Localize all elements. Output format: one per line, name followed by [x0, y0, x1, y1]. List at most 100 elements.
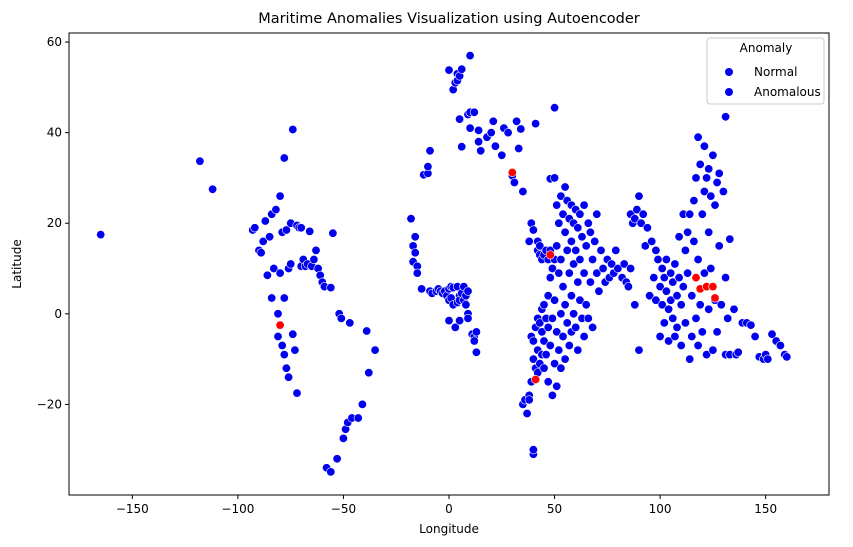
normal-point	[573, 345, 583, 355]
normal-point	[575, 209, 585, 219]
legend: Anomaly Normal Anomalous	[706, 37, 825, 105]
normal-point	[583, 313, 593, 323]
legend-marker-normal	[725, 68, 733, 76]
normal-point	[545, 340, 555, 350]
normal-point	[697, 327, 707, 337]
y-tick-label: 0	[54, 307, 62, 321]
normal-point	[455, 316, 465, 326]
normal-point	[655, 331, 665, 341]
normal-point	[290, 345, 300, 355]
normal-point	[474, 125, 484, 135]
normal-point	[661, 286, 671, 296]
normal-point	[598, 263, 608, 273]
normal-point	[539, 363, 549, 373]
normal-point	[336, 313, 346, 323]
normal-point	[474, 137, 484, 147]
normal-point	[664, 304, 674, 314]
normal-point	[412, 268, 422, 278]
normal-point	[695, 159, 705, 169]
normal-point	[292, 388, 302, 398]
y-axis: −20 0 20 40 60	[37, 35, 69, 411]
normal-point	[560, 300, 570, 310]
anomalous-point	[507, 168, 517, 178]
normal-point	[471, 347, 481, 357]
normal-point	[687, 331, 697, 341]
normal-point	[579, 200, 589, 210]
normal-point	[423, 162, 433, 172]
normal-point	[541, 350, 551, 360]
normal-point	[630, 214, 640, 224]
normal-point	[260, 216, 270, 226]
normal-point	[524, 236, 534, 246]
normal-point	[528, 445, 538, 455]
normal-point	[469, 107, 479, 117]
normal-point	[488, 116, 498, 126]
normal-point	[556, 255, 566, 265]
normal-point	[685, 354, 695, 364]
normal-point	[281, 225, 291, 235]
normal-point	[588, 322, 598, 332]
normal-point	[683, 268, 693, 278]
normal-point	[332, 454, 342, 464]
normal-point	[782, 352, 792, 362]
normal-point	[750, 331, 760, 341]
normal-point	[288, 125, 298, 135]
normal-point	[550, 103, 560, 113]
legend-label-normal: Normal	[754, 65, 797, 79]
normal-point	[613, 263, 623, 273]
normal-point	[573, 223, 583, 233]
normal-point	[691, 173, 701, 183]
normal-point	[288, 329, 298, 339]
normal-point	[714, 168, 724, 178]
normal-point	[518, 187, 528, 197]
normal-point	[674, 232, 684, 242]
normal-point	[581, 241, 591, 251]
normal-point	[277, 340, 287, 350]
normal-point	[543, 322, 553, 332]
normal-point	[636, 218, 646, 228]
normal-point	[695, 300, 705, 310]
normal-point	[471, 327, 481, 337]
normal-point	[305, 226, 315, 236]
normal-point	[657, 300, 667, 310]
normal-point	[457, 64, 467, 74]
normal-point	[585, 227, 595, 237]
normal-point	[659, 318, 669, 328]
anomalous-point	[691, 273, 701, 283]
normal-point	[721, 112, 731, 122]
legend-label-anomalous: Anomalous	[754, 85, 821, 99]
x-tick-label: −100	[221, 502, 254, 516]
normal-point	[630, 300, 640, 310]
normal-point	[558, 331, 568, 341]
normal-point	[558, 209, 568, 219]
normal-point	[687, 291, 697, 301]
normal-point	[326, 283, 336, 293]
normal-point	[697, 209, 707, 219]
legend-box	[706, 37, 825, 105]
normal-point	[649, 273, 659, 283]
normal-point	[702, 173, 712, 183]
normal-point	[357, 399, 367, 409]
normal-point	[691, 313, 701, 323]
normal-point	[685, 209, 695, 219]
normal-point	[326, 467, 336, 477]
normal-point	[571, 322, 581, 332]
normal-point	[689, 196, 699, 206]
normal-point	[509, 178, 519, 188]
normal-point	[279, 293, 289, 303]
normal-point	[554, 345, 564, 355]
normal-point	[345, 318, 355, 328]
normal-point	[275, 191, 285, 201]
normal-point	[733, 347, 743, 357]
normal-point	[668, 313, 678, 323]
normal-point	[566, 236, 576, 246]
normal-point	[670, 259, 680, 269]
normal-point	[279, 153, 289, 163]
normal-point	[560, 354, 570, 364]
normal-point	[364, 368, 374, 378]
normal-point	[634, 191, 644, 201]
normal-point	[590, 236, 600, 246]
normal-point	[680, 318, 690, 328]
normal-point	[406, 214, 416, 224]
normal-point	[469, 336, 479, 346]
